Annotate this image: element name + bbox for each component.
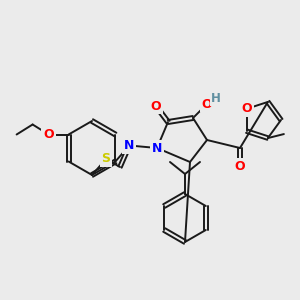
Text: O: O bbox=[202, 98, 212, 110]
Text: N: N bbox=[124, 139, 135, 152]
Text: O: O bbox=[151, 100, 161, 112]
Text: N: N bbox=[152, 142, 162, 154]
Text: O: O bbox=[241, 102, 252, 115]
Text: H: H bbox=[211, 92, 221, 104]
Text: S: S bbox=[101, 152, 110, 166]
Text: O: O bbox=[43, 128, 54, 141]
Text: O: O bbox=[235, 160, 245, 172]
